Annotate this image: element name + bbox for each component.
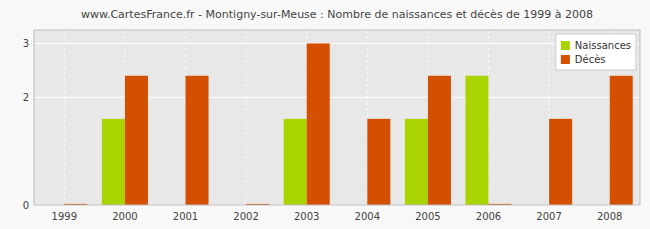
x-tick-label: 2006 — [476, 211, 501, 222]
legend-swatch — [561, 55, 570, 64]
x-tick-label: 2003 — [294, 211, 319, 222]
bar — [610, 76, 633, 205]
bar — [549, 119, 572, 205]
bar — [186, 76, 209, 205]
x-tick-label: 2002 — [233, 211, 258, 222]
plot-background — [34, 30, 640, 205]
y-tick-label: 2 — [23, 92, 29, 103]
legend: Naissances Décès — [556, 34, 636, 70]
legend-label: Naissances — [575, 40, 631, 51]
chart-svg: 0 2 3 1999 2000 2001 2002 2003 2004 2005 2006 2007 2… — [0, 0, 650, 229]
y-tick-label: 0 — [23, 200, 29, 211]
x-tick-label: 2000 — [112, 211, 137, 222]
chart-container: 0 2 3 1999 2000 2001 2002 2003 2004 2005 2006 2007 2… — [0, 0, 650, 229]
bars — [64, 43, 632, 205]
bar — [405, 119, 428, 205]
bar — [367, 119, 390, 205]
grid-line-x — [246, 30, 247, 205]
y-tick-label: 3 — [23, 38, 29, 49]
x-tick-label: 2001 — [173, 211, 198, 222]
legend-swatch — [561, 41, 570, 50]
bar — [307, 43, 330, 205]
x-tick-label: 2007 — [536, 211, 561, 222]
x-tick-label: 2008 — [597, 211, 622, 222]
legend-label: Décès — [575, 54, 606, 65]
bar — [125, 76, 148, 205]
legend-box — [556, 34, 636, 70]
plot-frame — [34, 30, 640, 205]
bar — [465, 76, 488, 205]
bar — [284, 119, 307, 205]
x-tick-label: 2004 — [355, 211, 380, 222]
title: www.CartesFrance.fr - Montigny-sur-Meuse… — [81, 8, 593, 21]
x-tick-label: 2005 — [415, 211, 440, 222]
bar — [102, 119, 125, 205]
x-tick-label: 1999 — [52, 211, 77, 222]
grid-line-x — [64, 30, 65, 205]
bar — [428, 76, 451, 205]
